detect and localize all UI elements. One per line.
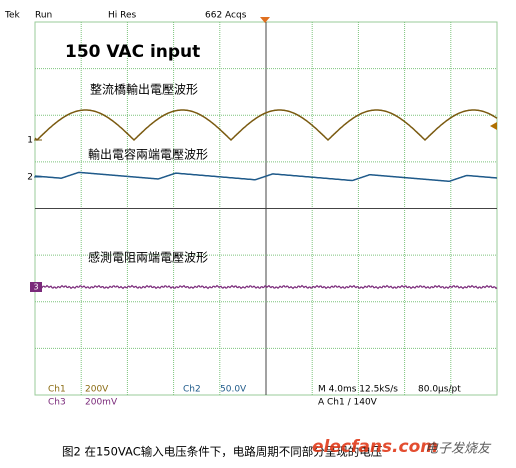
trace-annotation: 整流橋輸出電壓波形 <box>90 82 198 97</box>
channel-marker: 2 <box>27 173 33 183</box>
readout: 50.0V <box>220 385 247 395</box>
status-text: Tek <box>4 11 21 21</box>
readout: Ch3 <box>48 398 66 408</box>
status-text: Hi Res <box>108 11 137 21</box>
trace-ch3 <box>34 284 498 290</box>
watermark: 电子发烧友 <box>425 442 492 457</box>
readout: Ch1 <box>48 385 66 395</box>
readout: 80.0μs/pt <box>418 385 461 395</box>
trace-annotation: 感測電阻兩端電壓波形 <box>88 250 208 265</box>
input-label: 150 VAC input <box>65 42 200 62</box>
watermark: elecfans.com <box>312 437 438 457</box>
trigger-position-marker <box>260 17 270 23</box>
channel-marker: 1 <box>27 136 33 146</box>
readout: 200mV <box>85 398 118 408</box>
caption: 图2 在150VAC输入电压条件下，电路周期不同部分呈现的电压 <box>62 445 382 459</box>
trigger-level-marker <box>490 122 497 130</box>
graticule <box>34 21 498 396</box>
readout: 200V <box>85 385 109 395</box>
trace-ch1 <box>34 109 498 142</box>
channel-marker-box <box>30 282 42 292</box>
status-text: 662 Acqs <box>205 11 247 21</box>
status-text: Run <box>35 11 52 21</box>
readout: M 4.0ms 12.5kS/s <box>318 385 398 395</box>
trace-annotation: 輸出電容兩端電壓波形 <box>88 147 208 162</box>
trace-ch2 <box>34 171 498 183</box>
readout: Ch2 <box>183 385 201 395</box>
readout: A Ch1 ∕ 140V <box>318 398 378 408</box>
channel-marker: 3 <box>33 283 38 292</box>
